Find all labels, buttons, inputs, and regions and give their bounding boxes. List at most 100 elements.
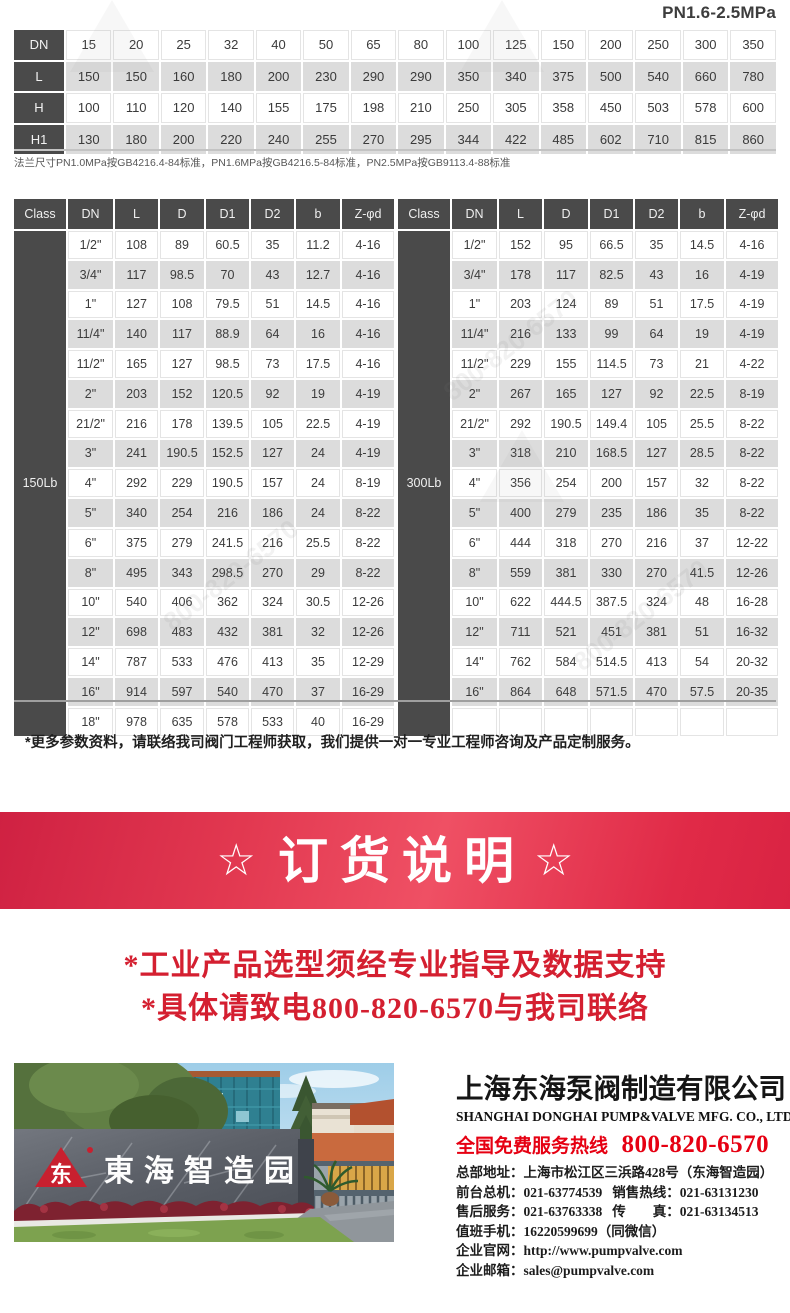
- class-cell: [499, 707, 542, 736]
- class-cell: 216: [499, 320, 542, 349]
- class-cell: 54: [680, 648, 724, 676]
- contact-label: 售后服务：: [456, 1204, 524, 1220]
- contact-label: 企业官网：: [456, 1243, 524, 1259]
- class-cell: 14.5: [296, 290, 340, 319]
- class-cell: 400: [499, 499, 542, 527]
- class-cell: 133: [544, 320, 588, 349]
- class-cell: 155: [544, 350, 588, 378]
- contact-label: 传 真：: [612, 1204, 680, 1220]
- dim-cell: 578: [682, 93, 729, 123]
- dim-cell: 350: [730, 30, 776, 60]
- class-cell: 622: [499, 588, 542, 617]
- class-cell: 4-19: [342, 439, 394, 468]
- class-cell: 51: [251, 290, 294, 319]
- class-cell: 114.5: [590, 350, 633, 378]
- class-cell: 73: [635, 350, 678, 378]
- class-cell: 279: [160, 528, 204, 557]
- class-cell: 270: [635, 558, 678, 587]
- class-cell: 25.5: [296, 528, 340, 557]
- class-cell: 186: [635, 499, 678, 527]
- class-cell: 216: [206, 499, 249, 527]
- dim-cell: 40: [255, 30, 302, 60]
- class-cell: 25.5: [680, 409, 724, 438]
- service-hotline: 全国免费服务热线 800-820-6570: [456, 1131, 786, 1159]
- class-cell: 24: [296, 469, 340, 498]
- dim-cell: 500: [587, 61, 634, 91]
- class-tables-section: Class DN L D D1 D2 b Z-φd 150Lb 1/2" 108 89 60.5 35 11…: [12, 197, 780, 738]
- contact-line: 企业邮箱：sales@pumpvalve.com: [456, 1261, 786, 1281]
- class-cell: 105: [251, 409, 294, 438]
- class-cell: 95: [544, 231, 588, 259]
- class-cell: 19: [680, 320, 724, 349]
- class-cell: 20-32: [726, 648, 778, 676]
- class-cell: 270: [590, 528, 633, 557]
- dim-cell: 375: [540, 61, 586, 91]
- class-cell: 298.5: [206, 558, 249, 587]
- dim-cell: 32: [208, 30, 254, 60]
- class-cell: 120.5: [206, 379, 249, 408]
- class-cell: 3": [68, 439, 113, 468]
- class-cell: 4": [452, 469, 497, 498]
- donghai-logo: 东: [35, 1147, 93, 1187]
- class-cell: 451: [590, 618, 633, 647]
- class-cell: 48: [680, 588, 724, 617]
- class-cell: 70: [206, 260, 249, 289]
- contact-value[interactable]: sales@pumpvalve.com: [523, 1262, 655, 1278]
- dim-cell: 660: [682, 61, 729, 91]
- class-cell: 35: [251, 231, 294, 259]
- class-cell: 117: [160, 320, 204, 349]
- campus-photo: 东 東海智造园: [14, 1063, 394, 1242]
- dim-cell: 250: [445, 93, 492, 123]
- class-cell: 11/4": [68, 320, 113, 349]
- class-cell: 17.5: [680, 290, 724, 319]
- class-cell: 178: [499, 260, 542, 289]
- class-cell: 16-29: [342, 707, 394, 736]
- class-cell: 540: [115, 588, 158, 617]
- class-cell: 178: [160, 409, 204, 438]
- class-cell: 11/2": [68, 350, 113, 378]
- class-cell: 5": [452, 499, 497, 527]
- class-cell: 127: [115, 290, 158, 319]
- class-label: 300Lb: [398, 231, 450, 736]
- class-table-header: Z-φd: [342, 199, 394, 229]
- class-cell: 4-19: [342, 379, 394, 408]
- class-cell: 66.5: [590, 231, 633, 259]
- ordering-notes: *工业产品选型须经专业指导及数据支持 *具体请致电800-820-6570与我司…: [0, 944, 790, 1030]
- star-icon: ☆: [534, 835, 574, 885]
- class-cell: 24: [296, 499, 340, 527]
- dim-cell: 150: [113, 61, 159, 91]
- dim-cell: 340: [493, 61, 539, 91]
- class-cell: 4-19: [726, 290, 778, 319]
- class-cell: 149.4: [590, 409, 633, 438]
- class-cell: 4-22: [726, 350, 778, 378]
- class-cell: 292: [115, 469, 158, 498]
- class-cell: 190.5: [160, 439, 204, 468]
- class-cell: 32: [296, 618, 340, 647]
- class-cell: 8": [68, 558, 113, 587]
- class-cell: 22.5: [296, 409, 340, 438]
- class-table: Class DN L D D1 D2 b Z-φd 150Lb 1/2" 108 89 60.5 35 11…: [12, 197, 396, 738]
- dim-cell: 175: [303, 93, 349, 123]
- class-cell: 229: [499, 350, 542, 378]
- class-cell: 10": [452, 588, 497, 617]
- dim-cell: 15: [66, 30, 112, 60]
- class-table-header: Class: [14, 199, 66, 229]
- class-cell: 152: [499, 231, 542, 259]
- class-cell: 108: [160, 290, 204, 319]
- class-cell: 4-19: [726, 260, 778, 289]
- contact-value[interactable]: http://www.pumpvalve.com: [523, 1243, 683, 1259]
- contact-line: 前台总机：021-63774539 销售热线：021-63131230: [456, 1183, 786, 1203]
- class-table-header: D1: [590, 199, 633, 229]
- dim-cell: 110: [113, 93, 159, 123]
- class-cell: 4-19: [726, 320, 778, 349]
- class-cell: 108: [115, 231, 158, 259]
- class-cell: 235: [590, 499, 633, 527]
- class-cell: 88.9: [206, 320, 249, 349]
- class-label: 150Lb: [14, 231, 66, 736]
- class-cell: 117: [115, 260, 158, 289]
- class-cell: [452, 707, 497, 736]
- class-cell: 24: [296, 439, 340, 468]
- dim-cell: 180: [208, 61, 254, 91]
- class-tables-underline: [14, 700, 776, 702]
- contact-line: 值班手机：16220599699（同微信）: [456, 1222, 786, 1242]
